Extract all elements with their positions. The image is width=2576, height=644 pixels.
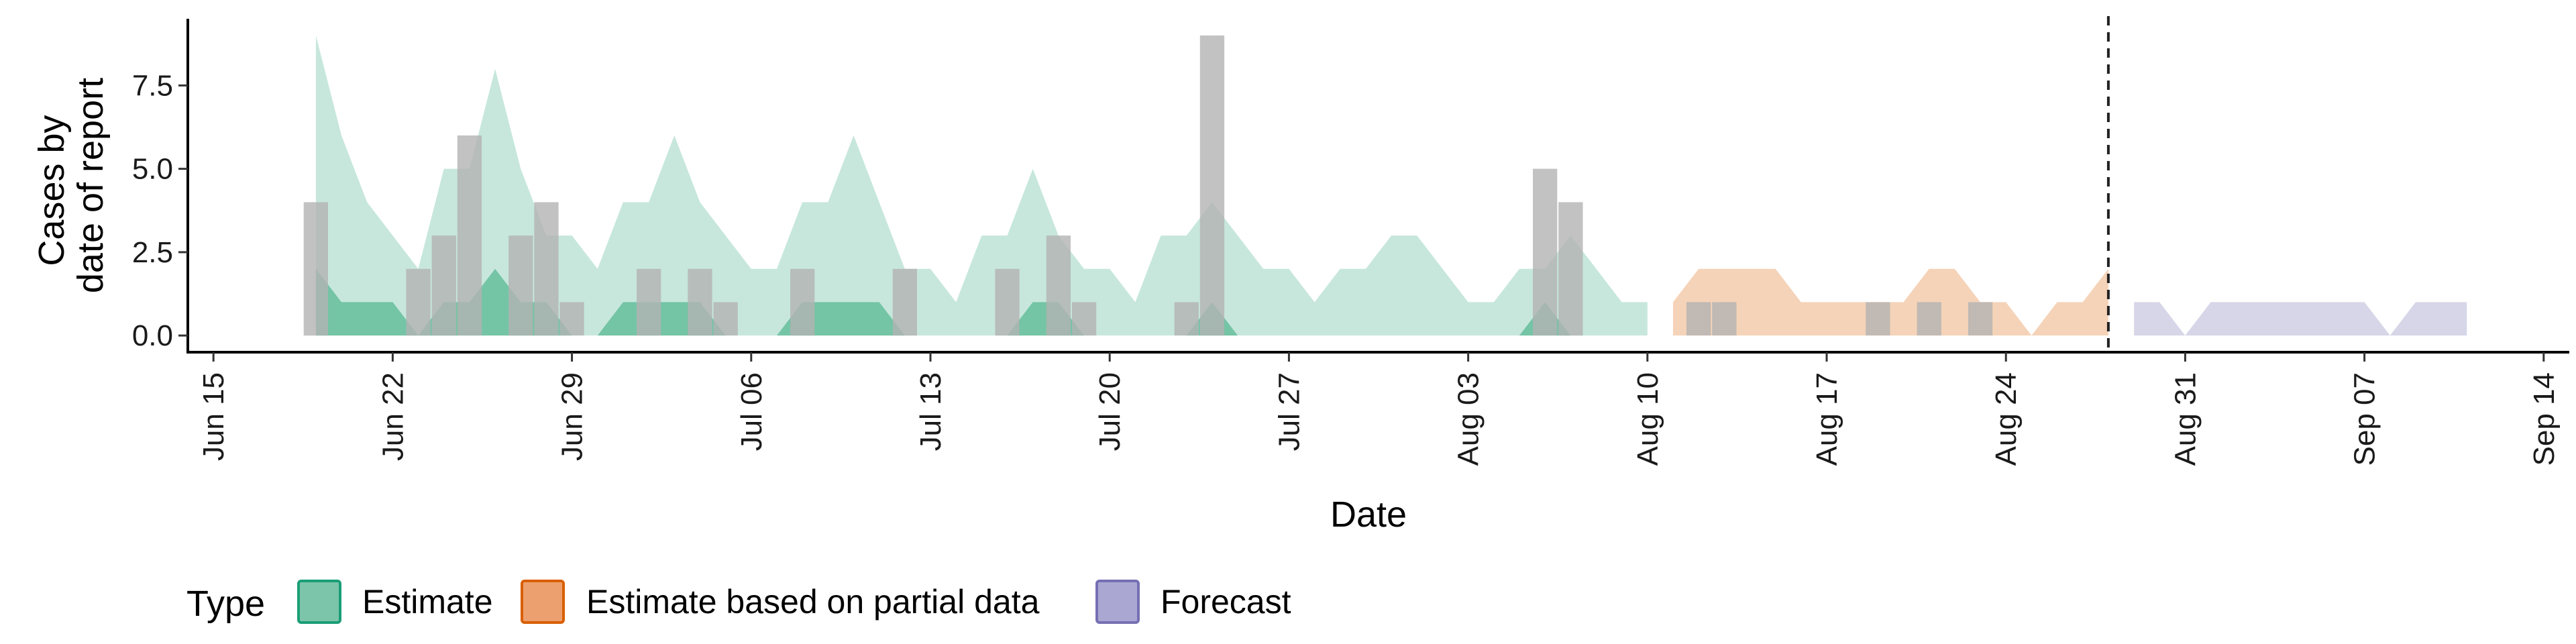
reported-case-bar <box>431 235 456 336</box>
x-tick-label: Jun 29 <box>556 372 589 461</box>
x-tick-label: Jun 22 <box>376 372 409 461</box>
reported-case-bar <box>1866 302 1890 336</box>
reported-case-bar <box>1174 302 1199 336</box>
x-tick-label: Jul 20 <box>1093 372 1126 451</box>
legend-label-forecast: Forecast <box>1161 583 1291 621</box>
x-tick-label: Aug 24 <box>1990 372 2023 466</box>
reported-case-bar <box>457 135 482 336</box>
reported-case-bar <box>1686 302 1711 336</box>
legend-key-partial <box>521 580 565 624</box>
estimate-outer-band <box>315 35 1648 336</box>
y-axis-ticks: 0.0 2.5 5.0 7.5 <box>132 69 188 352</box>
y-tick-label: 5.0 <box>132 153 173 186</box>
y-axis-title: Cases by date of report <box>32 78 111 293</box>
x-tick-label: Sep 07 <box>2349 372 2381 466</box>
reported-case-bar <box>1712 302 1737 336</box>
reported-case-bar <box>1968 302 1993 336</box>
reported-case-bar <box>892 268 917 336</box>
legend-label-estimate: Estimate <box>362 583 493 621</box>
reported-case-bar <box>790 268 815 336</box>
y-tick-label: 2.5 <box>132 236 173 269</box>
reported-case-bar <box>534 202 559 336</box>
legend: Type Estimate Estimate based on partial … <box>186 580 1291 624</box>
x-axis-title: Date <box>1330 494 1407 535</box>
reported-case-bar <box>1917 302 1941 336</box>
reported-case-bar <box>1558 202 1583 336</box>
x-tick-label: Aug 17 <box>1811 372 1843 466</box>
x-tick-label: Jul 27 <box>1273 372 1305 451</box>
axes <box>186 19 2569 354</box>
reported-case-bar <box>1071 302 1097 336</box>
reported-case-bar <box>1199 35 1225 336</box>
reported-case-bar <box>995 268 1020 336</box>
reported-case-bar <box>406 268 431 336</box>
reported-case-bar <box>637 268 661 336</box>
reported-case-bar <box>508 235 533 336</box>
legend-key-estimate <box>297 580 341 624</box>
x-tick-label: Aug 31 <box>2169 372 2202 466</box>
legend-title: Type <box>186 584 265 624</box>
legend-key-forecast <box>1095 580 1140 624</box>
x-tick-label: Aug 10 <box>1631 372 1664 466</box>
estimate-bands <box>315 35 2467 336</box>
y-tick-label: 0.0 <box>132 319 173 352</box>
legend-label-partial: Estimate based on partial data <box>586 583 1040 621</box>
x-tick-label: Aug 03 <box>1452 372 1485 466</box>
x-tick-label: Jul 13 <box>914 372 947 451</box>
reported-case-bar <box>1046 235 1071 336</box>
reported-case-bar <box>303 202 328 336</box>
x-tick-label: Jun 15 <box>197 372 230 461</box>
forecast-band <box>2134 302 2467 336</box>
x-axis-ticks: Jun 15 Jun 22 Jun 29 Jul 06 Jul 13 Jul 20 Jul … <box>197 352 2561 466</box>
reported-case-bar <box>559 302 584 336</box>
reported-case-bar <box>1533 168 1558 336</box>
reported-case-bar <box>688 268 712 336</box>
reported-case-bar <box>713 302 738 336</box>
y-axis-title-line-1: Cases by <box>32 115 72 266</box>
estimate-inner-band <box>315 268 1597 336</box>
x-tick-label: Sep 14 <box>2528 372 2561 466</box>
partial-estimate-band <box>1673 268 2108 336</box>
reported-case-bars <box>303 35 1993 336</box>
y-tick-label: 7.5 <box>132 69 173 102</box>
x-tick-label: Jul 06 <box>735 372 768 451</box>
y-axis-title-line-2: date of report <box>70 78 111 293</box>
